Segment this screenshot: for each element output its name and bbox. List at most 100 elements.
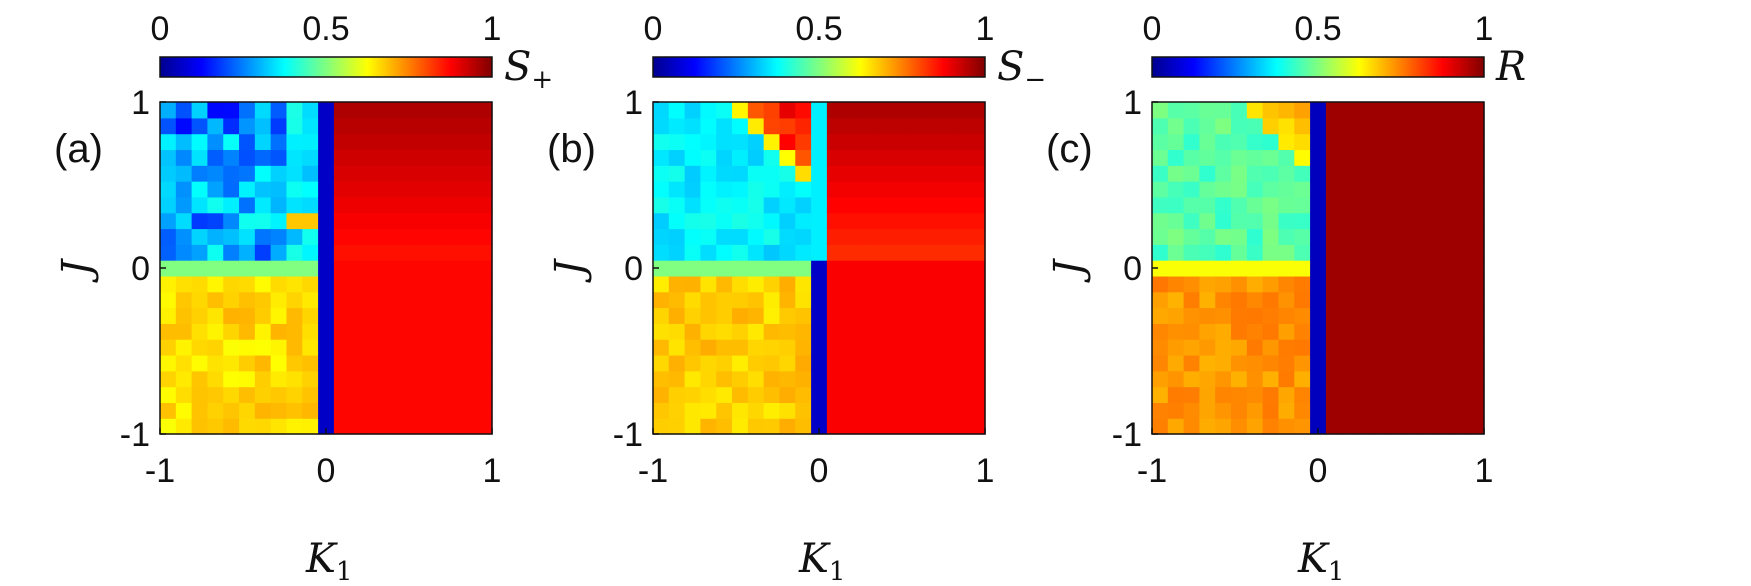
x-axis-label-sub: 1 xyxy=(336,557,353,586)
heatmap-cell xyxy=(1468,244,1485,261)
y-tick-label: 1 xyxy=(624,84,643,122)
heatmap-cell xyxy=(286,102,303,119)
heatmap-cell xyxy=(763,323,781,340)
heatmap-cell xyxy=(160,196,177,214)
heatmap-cell xyxy=(333,402,351,419)
heatmap-cell xyxy=(270,133,288,151)
heatmap-cell xyxy=(223,149,240,166)
colorbar-tick-label: 1 xyxy=(1475,10,1494,48)
heatmap-cell xyxy=(223,307,240,324)
heatmap-cell xyxy=(1325,149,1343,166)
heatmap-cell xyxy=(811,386,828,403)
heatmap-cell xyxy=(1167,291,1185,309)
heatmap-cell xyxy=(349,196,367,214)
heatmap-cell xyxy=(1294,244,1311,261)
heatmap-cell xyxy=(381,386,398,403)
heatmap-cell xyxy=(1325,386,1343,403)
heatmap-cell xyxy=(444,133,461,151)
heatmap-cell xyxy=(160,354,177,372)
heatmap-cell xyxy=(747,386,765,403)
colorbar-label-sub: + xyxy=(531,65,553,95)
heatmap-cell xyxy=(1152,418,1169,435)
heatmap-cell xyxy=(1278,117,1295,135)
heatmap-cell xyxy=(333,196,351,214)
heatmap-cell xyxy=(1389,102,1406,119)
heatmap-cell xyxy=(1199,323,1216,340)
heatmap-cell xyxy=(365,291,382,309)
heatmap-cell xyxy=(207,386,224,403)
heatmap-cell xyxy=(1420,386,1438,403)
heatmap-cell xyxy=(700,307,717,324)
heatmap-cell xyxy=(1373,307,1390,324)
heatmap-cell xyxy=(858,228,875,245)
heatmap-cell xyxy=(747,196,765,214)
heatmap-cell xyxy=(302,386,319,403)
x-tick-label: 1 xyxy=(976,452,995,490)
heatmap-cell xyxy=(191,354,209,372)
heatmap-cell xyxy=(239,386,256,403)
heatmap-cell xyxy=(811,339,828,356)
heatmap-cell xyxy=(1341,402,1359,419)
heatmap-cell xyxy=(890,228,907,245)
heatmap-cell xyxy=(826,275,844,293)
heatmap-cell xyxy=(1452,149,1469,166)
heatmap-cell xyxy=(1341,102,1359,119)
heatmap-cell xyxy=(175,133,193,151)
heatmap-cell xyxy=(302,165,319,182)
heatmap-cell xyxy=(921,370,939,388)
y-axis-label: J xyxy=(547,258,593,283)
heatmap-cell xyxy=(239,291,256,309)
heatmap-cell xyxy=(254,149,272,166)
heatmap-cell xyxy=(779,339,796,356)
heatmap-cell xyxy=(1357,275,1374,293)
heatmap-cell xyxy=(397,149,414,166)
heatmap xyxy=(653,102,986,435)
heatmap-cell xyxy=(826,149,844,166)
heatmap-cell xyxy=(1389,228,1406,245)
heatmap-cell xyxy=(874,291,891,309)
heatmap-cell xyxy=(826,307,844,324)
heatmap-cell xyxy=(381,291,398,309)
heatmap-cell xyxy=(1199,212,1216,230)
heatmap-cell xyxy=(1373,402,1390,419)
heatmap-cell xyxy=(779,323,796,340)
heatmap-cell xyxy=(349,402,367,419)
heatmap-cell xyxy=(969,133,986,151)
heatmap-cell xyxy=(349,354,367,372)
heatmap-cell xyxy=(381,418,398,435)
heatmap-cell xyxy=(254,102,272,119)
y-tick-label: -1 xyxy=(613,416,643,454)
heatmap-cell xyxy=(444,181,461,198)
heatmap-cell xyxy=(1167,196,1185,214)
heatmap-cell xyxy=(747,275,765,293)
heatmap-cell xyxy=(318,291,335,309)
heatmap-cell xyxy=(811,275,828,293)
heatmap-cell xyxy=(1436,323,1453,340)
x-tick-label: 0 xyxy=(317,452,336,490)
heatmap-cell xyxy=(365,402,382,419)
heatmap-cell xyxy=(653,149,670,166)
heatmap-cell xyxy=(412,165,430,182)
heatmap-cell xyxy=(1294,212,1311,230)
heatmap-cell xyxy=(732,133,749,151)
heatmap-cell xyxy=(1246,149,1264,166)
heatmap-cell xyxy=(1183,323,1201,340)
heatmap-cell xyxy=(1468,275,1485,293)
heatmap-cell xyxy=(668,102,686,119)
x-axis-label: K1 xyxy=(1297,536,1344,586)
heatmap-cell xyxy=(826,228,844,245)
heatmap-cell xyxy=(444,165,461,182)
heatmap-cell xyxy=(874,370,891,388)
heatmap-cell xyxy=(1246,181,1264,198)
heatmap-cell xyxy=(397,418,414,435)
heatmap-cell xyxy=(302,323,319,340)
heatmap-cell xyxy=(811,181,828,198)
heatmap-cell xyxy=(1420,196,1438,214)
heatmap-cell xyxy=(428,260,446,277)
heatmap-cell xyxy=(811,291,828,309)
heatmap-cell xyxy=(1231,307,1248,324)
heatmap-cell xyxy=(239,402,256,419)
heatmap-cell xyxy=(890,307,907,324)
heatmap-cell xyxy=(1436,117,1453,135)
